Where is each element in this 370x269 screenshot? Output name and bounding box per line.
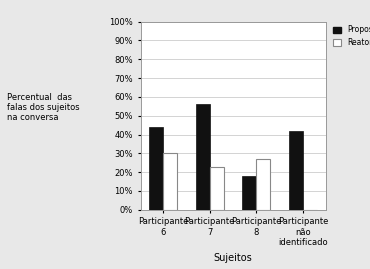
X-axis label: Sujeitos: Sujeitos xyxy=(214,253,252,263)
Bar xyxy=(289,131,303,210)
Bar xyxy=(196,104,210,210)
Legend: Propositor, Reator: Propositor, Reator xyxy=(333,25,370,47)
Bar xyxy=(256,159,270,210)
Bar xyxy=(163,153,177,210)
Bar xyxy=(149,127,163,210)
Bar xyxy=(210,167,224,210)
Bar xyxy=(242,176,256,210)
Text: Percentual  das
falas dos sujeitos
na conversa: Percentual das falas dos sujeitos na con… xyxy=(7,93,80,122)
